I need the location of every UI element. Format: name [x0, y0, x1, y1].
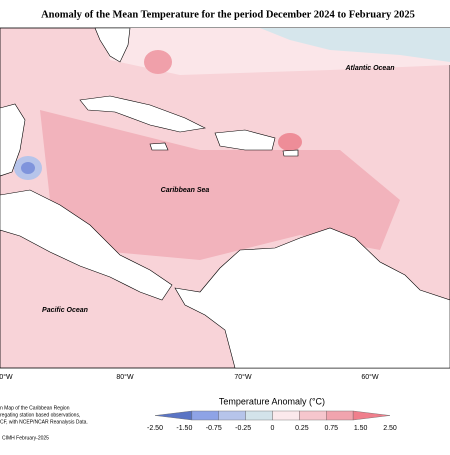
legend-title: Temperature Anomaly (°C) — [219, 396, 325, 406]
colorbar-label: 2.50 — [383, 425, 397, 432]
ocean-label: Atlantic Ocean — [344, 65, 394, 72]
land — [0, 27, 450, 369]
colorbar-cell — [154, 410, 193, 421]
footnote: n Map of the Caribbean Region — [0, 405, 70, 411]
colorbar-label: -0.25 — [235, 425, 251, 432]
colorbar-label: 0 — [271, 425, 275, 432]
colorbar-cell — [352, 410, 391, 421]
colorbar-cell — [245, 410, 273, 421]
colorbar-cell — [272, 410, 300, 421]
colorbar-label: -2.50 — [147, 425, 163, 432]
map — [0, 27, 450, 369]
ocean-label: Caribbean Sea — [161, 187, 210, 194]
longitude-label: 70°W — [234, 373, 252, 381]
colorbar-label: -1.50 — [176, 425, 192, 432]
longitude-label: 60°W — [361, 373, 379, 381]
hot-spot — [278, 133, 302, 151]
colorbar-label: 0.75 — [324, 425, 338, 432]
hot-spot — [144, 50, 172, 74]
sea-warm — [40, 110, 400, 260]
longitude-label: 80°W — [116, 373, 134, 381]
colorbar-cell — [326, 410, 354, 421]
footnote: CF, with NCEP/NCAR Reanalysis Data. — [0, 419, 88, 425]
colorbar-label: 1.50 — [354, 425, 368, 432]
ocean-label: Pacific Ocean — [42, 307, 88, 314]
cold-spot — [21, 162, 35, 174]
colorbar-cell — [299, 410, 327, 421]
credit: CIMH February-2025 — [2, 435, 49, 441]
longitude-label: 0°W — [0, 373, 13, 381]
colorbar-label: 0.25 — [295, 425, 309, 432]
colorbar-cell — [191, 410, 219, 421]
sea-cool — [260, 28, 450, 62]
footnote: regating station based observations, — [0, 412, 80, 418]
map-title: Anomaly of the Mean Temperature for the … — [41, 9, 415, 20]
colorbar-cell — [218, 410, 246, 421]
colorbar-label: -0.75 — [206, 425, 222, 432]
